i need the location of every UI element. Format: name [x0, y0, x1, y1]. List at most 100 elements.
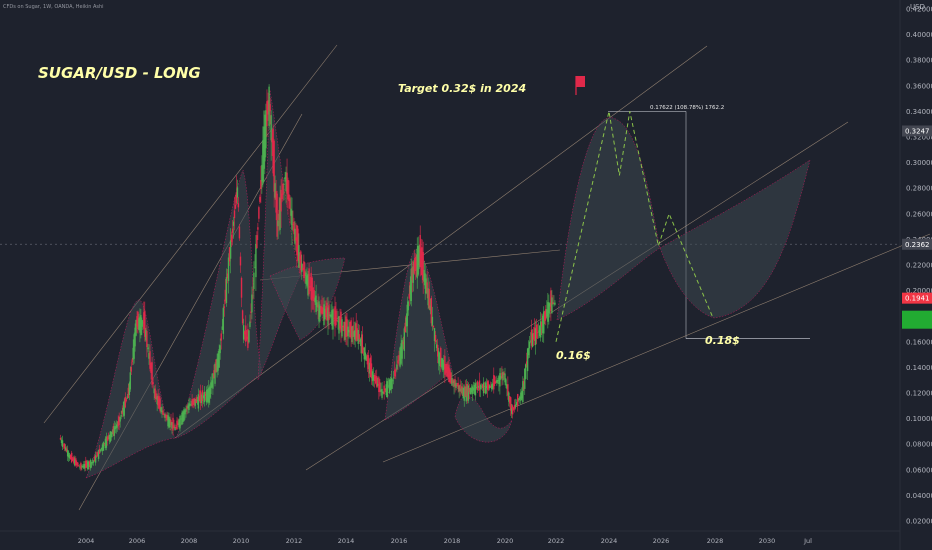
- candle-body: [142, 322, 144, 324]
- candle-body: [132, 347, 134, 360]
- candle-body: [489, 385, 491, 389]
- candle-body: [310, 272, 312, 300]
- candle-body: [146, 331, 148, 348]
- candle-body: [447, 366, 449, 378]
- candle-body: [143, 312, 145, 329]
- candle-body: [127, 387, 130, 398]
- candle-body: [217, 353, 219, 371]
- candle-body: [157, 395, 159, 406]
- candle-body: [309, 286, 311, 288]
- candle-body: [389, 379, 392, 391]
- candle-body: [61, 440, 64, 447]
- candle-body: [172, 417, 174, 431]
- candle-body: [102, 442, 105, 451]
- candle-body: [337, 321, 339, 323]
- candle-body: [90, 462, 93, 464]
- candle-body: [289, 198, 291, 210]
- candle-body: [174, 427, 176, 431]
- candle-body: [340, 311, 342, 333]
- candle-body: [107, 436, 110, 440]
- candle-body: [252, 289, 254, 291]
- x-tick-label: 2022: [548, 537, 565, 545]
- candle-body: [331, 310, 333, 326]
- candle-body: [95, 455, 98, 457]
- candle-body: [122, 407, 124, 413]
- candle-body: [124, 396, 126, 408]
- candle-body: [542, 315, 544, 334]
- candle-body: [276, 193, 278, 237]
- candle-body: [99, 449, 102, 452]
- candle-body: [83, 464, 85, 469]
- candle-body: [260, 180, 262, 189]
- candle-body: [376, 376, 378, 387]
- candle-body: [527, 347, 530, 356]
- candle-body: [534, 328, 537, 346]
- candle-body: [364, 352, 367, 360]
- candle-body: [150, 362, 152, 373]
- x-tick-label: 2010: [233, 537, 250, 545]
- candle-body: [97, 449, 100, 459]
- candle-body: [298, 245, 300, 268]
- candle-body: [114, 427, 116, 430]
- candle-body: [459, 384, 461, 392]
- candle-body: [543, 311, 545, 334]
- candle-body: [198, 395, 201, 401]
- candle-body: [341, 319, 343, 337]
- candle-body: [266, 101, 268, 127]
- candle-body: [314, 297, 316, 303]
- candle-body: [287, 179, 289, 200]
- candle-body: [123, 400, 125, 416]
- candle-body: [475, 387, 478, 388]
- candle-body: [159, 398, 161, 412]
- candle-body: [478, 380, 481, 391]
- candle-body: [275, 191, 277, 213]
- candle-body: [160, 407, 162, 412]
- candle-body: [529, 340, 532, 342]
- candle-body: [400, 343, 402, 364]
- candle-body: [112, 426, 114, 434]
- candle-body: [419, 235, 421, 268]
- candle-body: [250, 311, 252, 313]
- candle-body: [193, 398, 195, 405]
- candle-body: [445, 364, 447, 373]
- candle-body: [128, 382, 131, 396]
- candle-body: [324, 308, 326, 320]
- candle-body: [242, 325, 245, 340]
- candle-body: [254, 267, 256, 269]
- candle-body: [120, 415, 122, 417]
- candle-body: [101, 444, 104, 452]
- candle-body: [497, 380, 499, 381]
- candle-body: [422, 252, 424, 281]
- candle-body: [251, 294, 253, 313]
- flag-icon: [575, 76, 585, 95]
- candle-body: [155, 393, 157, 399]
- candle-body: [391, 380, 394, 382]
- candle-body: [365, 356, 368, 361]
- candle-body: [307, 273, 309, 296]
- candle-body: [410, 268, 412, 301]
- candle-body: [231, 228, 234, 233]
- candle-body: [78, 465, 80, 467]
- candle-body: [500, 376, 502, 379]
- candle-body: [296, 225, 298, 256]
- candle-body: [361, 334, 364, 354]
- candle-body: [125, 399, 127, 401]
- candle-body: [299, 256, 301, 260]
- candle-body: [411, 268, 413, 281]
- candle-body: [291, 210, 293, 230]
- candle-body: [239, 256, 242, 266]
- candle-body: [463, 387, 465, 401]
- candle-body: [257, 227, 259, 230]
- candle-body: [259, 196, 261, 202]
- candle-body: [502, 372, 504, 381]
- candle-body: [167, 415, 169, 427]
- candle-body: [429, 305, 431, 311]
- candle-body: [192, 399, 194, 405]
- candle-body: [325, 306, 327, 318]
- candle-body: [434, 334, 437, 343]
